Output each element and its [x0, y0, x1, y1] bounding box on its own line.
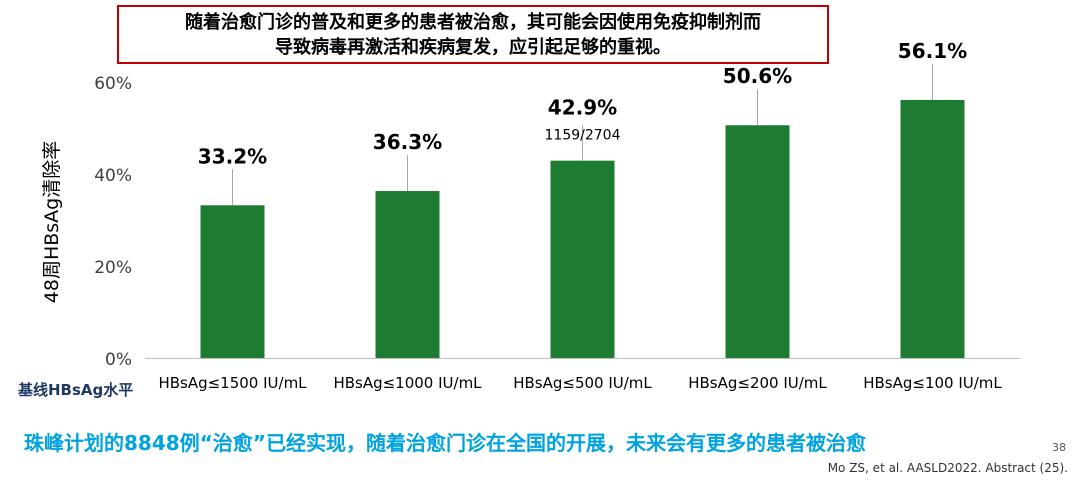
- data-label: 33.2%: [198, 144, 267, 168]
- y-tick-label: 60%: [94, 74, 132, 94]
- y-tick-label: 20%: [94, 258, 132, 278]
- callout-box: 随着治愈门诊的普及和更多的患者被治愈，其可能会因使用免疫抑制剂而 导致病毒再激活…: [117, 5, 829, 64]
- callout-line-1: 随着治愈门诊的普及和更多的患者被治愈，其可能会因使用免疫抑制剂而: [185, 11, 761, 33]
- page-number: 38: [1052, 441, 1066, 454]
- annotation-label: 1159/2704: [545, 128, 621, 144]
- bar: [200, 205, 265, 358]
- footer-text: 珠峰计划的8848例“治愈”已经实现，随着治愈门诊在全国的开展，未来会有更多的患…: [24, 431, 866, 455]
- y-axis-title: 48周HBsAg清除率: [41, 141, 63, 303]
- bar: [550, 160, 615, 358]
- bar: [375, 191, 440, 358]
- x-axis-title: 基线HBsAg水平: [17, 381, 133, 399]
- x-tick-label: HBsAg≤100 IU/mL: [863, 374, 1002, 392]
- citation: Mo ZS, et al. AASLD2022. Abstract (25).: [827, 461, 1068, 475]
- data-label: 36.3%: [373, 130, 442, 154]
- bar: [725, 125, 790, 359]
- data-label: 50.6%: [723, 64, 792, 88]
- x-tick-label: HBsAg≤1500 IU/mL: [158, 374, 307, 392]
- data-label: 42.9%: [548, 96, 617, 120]
- x-tick-label: HBsAg≤1000 IU/mL: [333, 374, 482, 392]
- y-tick-label: 0%: [105, 350, 132, 370]
- callout-line-2: 导致病毒再激活和疾病复发，应引起足够的重视。: [275, 36, 671, 58]
- data-label: 56.1%: [898, 39, 967, 63]
- x-tick-label: HBsAg≤500 IU/mL: [513, 374, 652, 392]
- x-tick-label: HBsAg≤200 IU/mL: [688, 374, 827, 392]
- y-tick-label: 40%: [94, 166, 132, 186]
- bar: [900, 99, 965, 358]
